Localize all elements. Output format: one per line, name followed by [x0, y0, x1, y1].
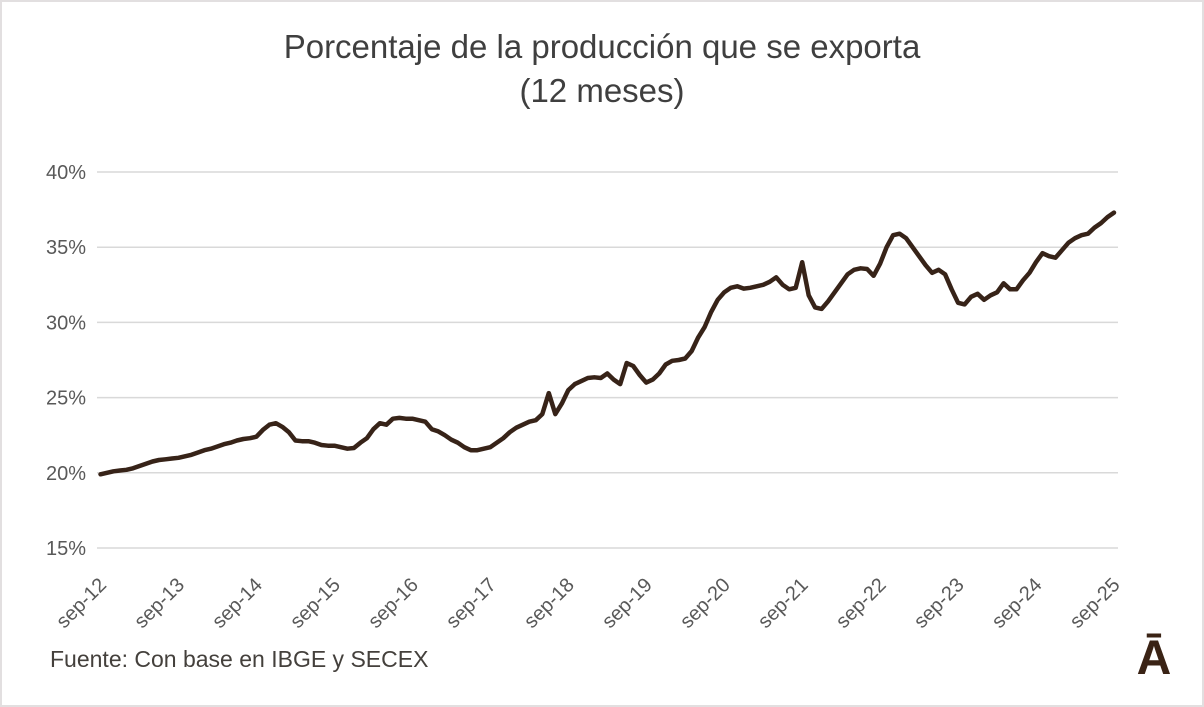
x-tick-label: sep-23 — [910, 574, 969, 633]
y-tick-label: 30% — [46, 312, 86, 334]
brand-logo-icon: Ā — [1136, 632, 1172, 685]
x-tick-label: sep-12 — [52, 574, 111, 633]
x-tick-label: sep-14 — [208, 574, 267, 633]
y-tick-label: 20% — [46, 463, 86, 485]
x-tick-label: sep-20 — [676, 574, 735, 633]
x-tick-label: sep-15 — [286, 574, 345, 633]
y-tick-label: 25% — [46, 388, 86, 410]
series-line — [98, 210, 1117, 477]
x-tick-label: sep-18 — [520, 574, 579, 633]
x-tick-label: sep-17 — [442, 574, 501, 633]
y-tick-label: 15% — [46, 538, 86, 560]
chart-title: Porcentaje de la producción que se expor… — [283, 28, 921, 65]
x-tick-label: sep-21 — [754, 574, 813, 633]
x-tick-label: sep-13 — [130, 574, 189, 633]
chart-subtitle: (12 meses) — [519, 72, 685, 109]
y-tick-label: 40% — [46, 162, 86, 184]
source-caption: Fuente: Con base en IBGE y SECEX — [50, 646, 429, 672]
x-tick-label: sep-25 — [1066, 574, 1125, 633]
y-tick-label: 35% — [46, 237, 86, 259]
x-tick-label: sep-16 — [364, 574, 423, 633]
x-tick-label: sep-22 — [832, 574, 891, 633]
x-tick-label: sep-19 — [598, 574, 657, 633]
x-tick-label: sep-24 — [988, 574, 1047, 633]
